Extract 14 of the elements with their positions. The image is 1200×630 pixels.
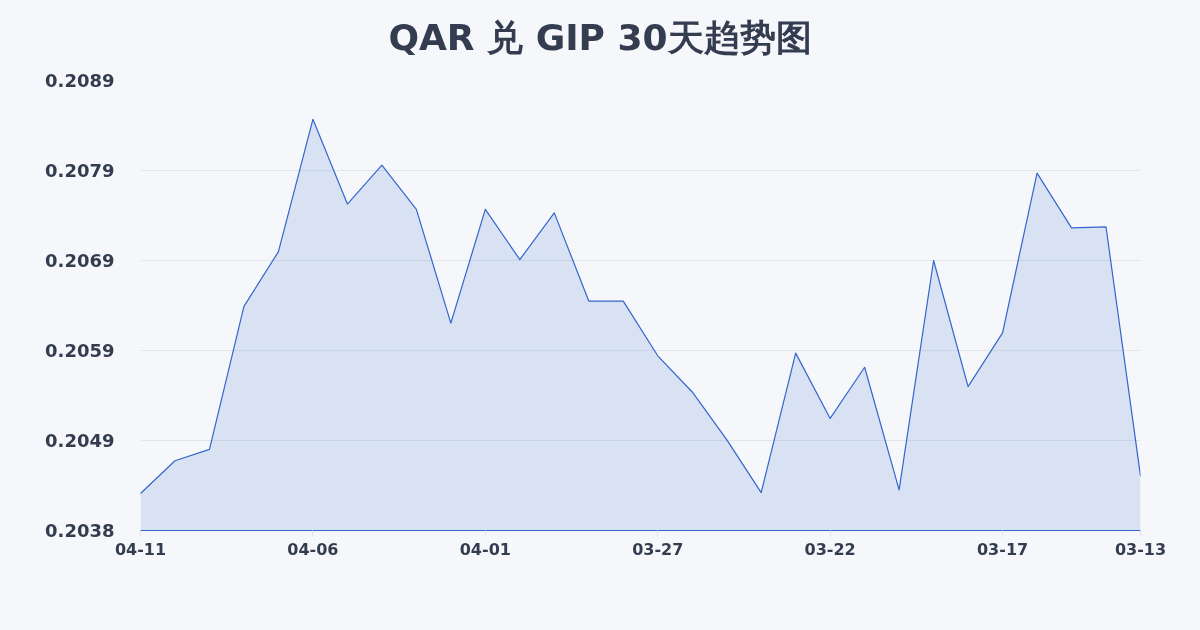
y-tick-label: 0.2089 (45, 70, 115, 91)
chart-title: QAR 兑 GIP 30天趋势图 (388, 17, 812, 58)
y-tick-label: 0.2079 (45, 160, 115, 181)
x-tick-label: 03-22 (804, 539, 856, 559)
x-tick-label: 04-11 (114, 539, 167, 559)
y-tick-label: 0.2059 (45, 340, 115, 361)
x-tick-label: 03-17 (976, 539, 1029, 559)
x-tick-label: 04-06 (287, 539, 339, 559)
y-tick-label: 0.2038 (45, 520, 115, 541)
y-tick-label: 0.2069 (45, 250, 115, 271)
x-tick-label: 03-27 (632, 539, 684, 559)
y-tick-label: 0.2049 (45, 430, 115, 451)
x-tick-label: 04-01 (459, 539, 511, 559)
x-tick-label: 03-13 (1114, 539, 1167, 559)
